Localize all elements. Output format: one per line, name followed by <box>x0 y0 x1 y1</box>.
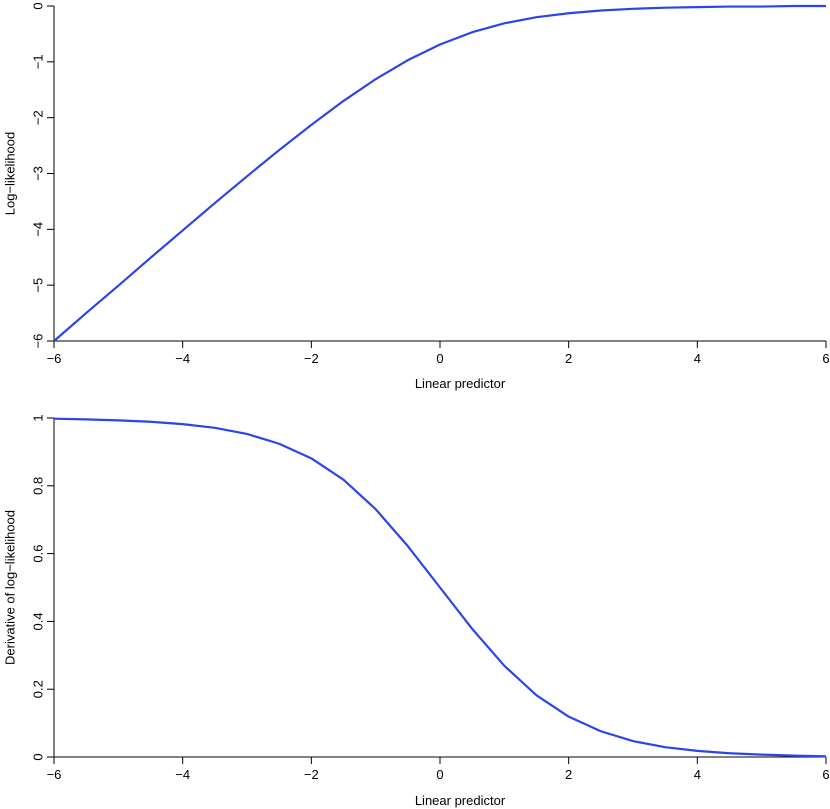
x-tick-label: 0 <box>436 351 443 366</box>
x-tick-label: 0 <box>436 767 443 782</box>
x-tick-label: −4 <box>175 767 190 782</box>
y-tick-label: −6 <box>30 334 45 349</box>
y-tick-label: 0 <box>30 2 45 9</box>
x-tick-label: −6 <box>47 767 62 782</box>
y-tick-label: −5 <box>30 278 45 293</box>
y-axis-title: Log−likelihood <box>2 132 17 215</box>
x-tick-label: 2 <box>565 767 572 782</box>
x-tick-label: 4 <box>694 767 701 782</box>
log-likelihood-panel: −6 −4 −2 0 2 4 6 −6 −5 −4 −3 −2 −1 0 Linear predictor L… <box>2 2 829 391</box>
y-axis-title: Derivative of log−likelihood <box>2 510 17 665</box>
series-line <box>53 417 827 758</box>
y-tick-label: 1 <box>30 414 45 421</box>
derivative-panel: −6 −4 −2 0 2 4 6 0 0.2 0.4 0.6 0.8 1 Linear predictor… <box>2 414 829 808</box>
x-tick-label: −6 <box>47 351 62 366</box>
x-axis-title: Linear predictor <box>415 793 506 808</box>
x-tick-label: 6 <box>822 767 829 782</box>
x-tick-label: −4 <box>175 351 190 366</box>
y-tick-label: 0.2 <box>30 680 45 698</box>
y-tick-label: 0.8 <box>30 477 45 495</box>
x-tick-label: −2 <box>304 767 319 782</box>
x-axis-title: Linear predictor <box>415 376 506 391</box>
x-tick-label: −2 <box>304 351 319 366</box>
y-tick-label: 0.6 <box>30 545 45 563</box>
y-tick-label: −4 <box>30 222 45 237</box>
x-tick-label: 2 <box>565 351 572 366</box>
series-line <box>53 4 826 342</box>
y-tick-label: −2 <box>30 110 45 125</box>
x-tick-label: 4 <box>694 351 701 366</box>
y-tick-label: 0.4 <box>30 612 45 630</box>
y-tick-label: 0 <box>30 753 45 760</box>
y-tick-label: −3 <box>30 166 45 181</box>
y-tick-label: −1 <box>30 54 45 69</box>
x-tick-label: 6 <box>822 351 829 366</box>
